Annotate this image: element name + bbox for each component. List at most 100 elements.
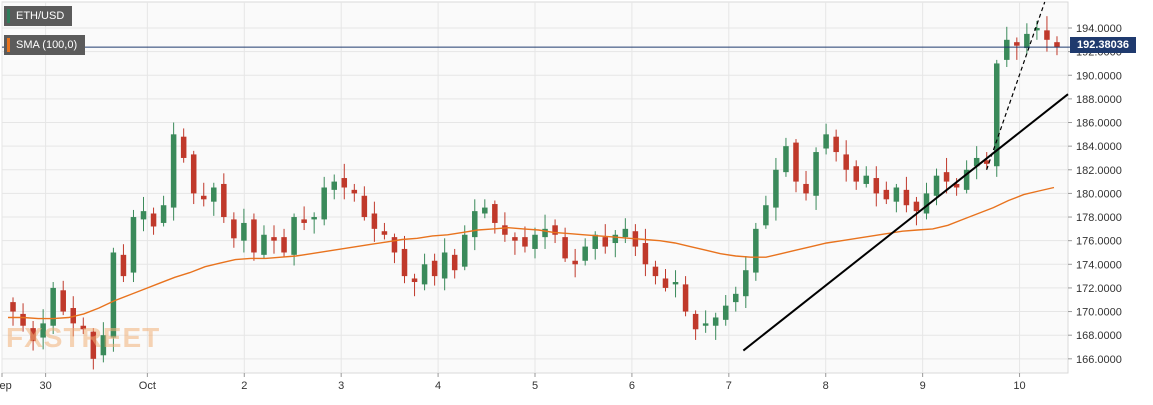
candle-body[interactable] — [391, 237, 398, 253]
candle-body[interactable] — [652, 266, 659, 277]
candle-body[interactable] — [200, 195, 207, 200]
candle-body[interactable] — [20, 313, 26, 326]
candle-body[interactable] — [281, 237, 287, 253]
candle-body[interactable] — [863, 175, 870, 184]
candle-body[interactable] — [211, 187, 217, 202]
candle-body[interactable] — [451, 254, 458, 271]
candle-body[interactable] — [1044, 30, 1050, 40]
candle-body[interactable] — [1034, 27, 1040, 31]
candle-body[interactable] — [612, 234, 619, 244]
candle-body[interactable] — [271, 237, 277, 241]
candle-body[interactable] — [130, 217, 137, 273]
candle-body[interactable] — [983, 160, 990, 164]
candle-body[interactable] — [793, 142, 799, 182]
support-trendline[interactable] — [742, 93, 1069, 352]
candle-body[interactable] — [532, 234, 538, 249]
candle-body[interactable] — [502, 225, 508, 235]
candle-body[interactable] — [883, 189, 890, 200]
legend-symbol[interactable]: ETH/USD — [4, 6, 73, 26]
candle-body[interactable] — [843, 154, 849, 170]
candle-body[interactable] — [642, 243, 649, 265]
candle-body[interactable] — [572, 260, 578, 265]
candle-body[interactable] — [582, 246, 588, 261]
candle-body[interactable] — [241, 222, 247, 241]
candle-body[interactable] — [963, 169, 970, 190]
candle-body[interactable] — [231, 219, 237, 239]
candle-body[interactable] — [461, 234, 468, 267]
candle-body[interactable] — [321, 187, 327, 220]
candle-body[interactable] — [733, 293, 739, 303]
candle-body[interactable] — [401, 248, 408, 277]
candle-body[interactable] — [1014, 42, 1020, 46]
candle-body[interactable] — [873, 178, 880, 194]
candle-body[interactable] — [913, 201, 920, 212]
candle-body[interactable] — [261, 234, 267, 255]
candle-body[interactable] — [552, 225, 558, 235]
candle-body[interactable] — [351, 189, 358, 194]
candle-body[interactable] — [331, 181, 337, 190]
steep-trendline-dashed[interactable] — [986, 1, 1046, 170]
candle-body[interactable] — [823, 134, 829, 149]
candle-body[interactable] — [993, 63, 1000, 167]
candle-body[interactable] — [492, 204, 498, 223]
candle-body[interactable] — [943, 172, 950, 182]
candle-body[interactable] — [311, 217, 317, 220]
candle-body[interactable] — [672, 282, 679, 285]
candle-body[interactable] — [712, 317, 719, 326]
candle-body[interactable] — [411, 278, 418, 283]
candle-body[interactable] — [923, 193, 930, 214]
candle-body[interactable] — [221, 183, 227, 218]
candle-body[interactable] — [341, 178, 348, 188]
candle-body[interactable] — [30, 328, 36, 342]
candle-body[interactable] — [170, 134, 177, 208]
candle-body[interactable] — [1054, 42, 1060, 47]
candle-body[interactable] — [361, 195, 368, 218]
candle-body[interactable] — [973, 157, 980, 167]
candle-body[interactable] — [512, 237, 518, 241]
candle-body[interactable] — [833, 136, 839, 153]
legend-indicator[interactable]: SMA (100,0) — [4, 35, 86, 55]
candle-body[interactable] — [783, 146, 789, 173]
candle-body[interactable] — [853, 166, 859, 182]
candle-body[interactable] — [301, 219, 307, 223]
candle-body[interactable] — [702, 323, 709, 326]
candle-body[interactable] — [743, 270, 749, 297]
candle-body[interactable] — [421, 264, 428, 285]
candle-body[interactable] — [110, 252, 117, 338]
candle-body[interactable] — [602, 237, 609, 247]
candle-body[interactable] — [692, 313, 699, 330]
candle-body[interactable] — [953, 183, 960, 188]
candle-body[interactable] — [662, 278, 669, 288]
candle-body[interactable] — [60, 290, 66, 312]
candle-body[interactable] — [90, 331, 97, 359]
candle-body[interactable] — [150, 213, 157, 227]
candle-body[interactable] — [80, 325, 87, 330]
candle-body[interactable] — [803, 183, 809, 194]
candle-body[interactable] — [763, 205, 769, 226]
candle-body[interactable] — [10, 302, 16, 312]
candle-body[interactable] — [722, 305, 729, 320]
candle-body[interactable] — [190, 154, 197, 194]
candle-body[interactable] — [371, 213, 378, 229]
candle-body[interactable] — [381, 231, 388, 235]
candle-body[interactable] — [472, 211, 478, 238]
candle-body[interactable] — [562, 237, 568, 259]
candle-body[interactable] — [622, 228, 629, 238]
candle-body[interactable] — [482, 207, 488, 214]
candle-body[interactable] — [180, 136, 187, 158]
candle-body[interactable] — [40, 323, 46, 338]
candle-body[interactable] — [1004, 39, 1010, 60]
candle-body[interactable] — [100, 335, 107, 356]
candle-body[interactable] — [522, 237, 528, 247]
candle-body[interactable] — [542, 228, 548, 238]
candle-body[interactable] — [160, 205, 167, 223]
candle-body[interactable] — [753, 228, 759, 273]
candle-body[interactable] — [251, 219, 257, 253]
candle-body[interactable] — [682, 284, 689, 312]
candle-body[interactable] — [431, 260, 438, 277]
candle-body[interactable] — [933, 175, 940, 196]
candle-body[interactable] — [120, 254, 127, 277]
candle-body[interactable] — [140, 211, 147, 220]
